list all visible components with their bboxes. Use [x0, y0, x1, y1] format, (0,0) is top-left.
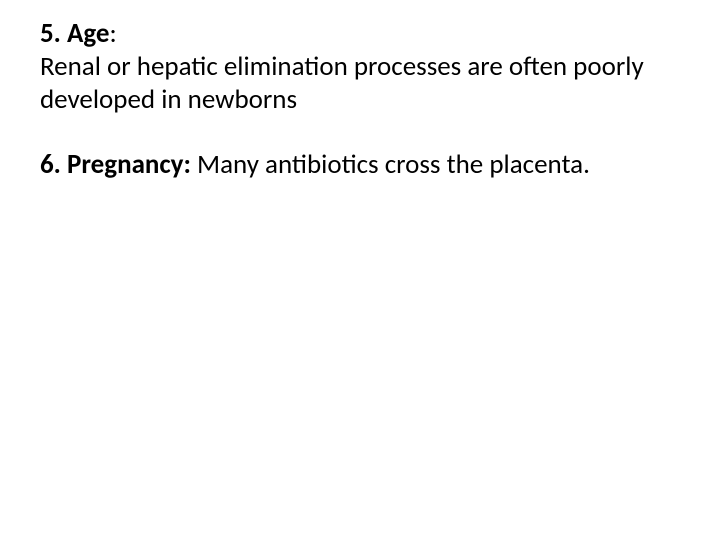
item-age-body: Renal or hepatic elimination processes a…: [40, 50, 644, 116]
item-pregnancy: 6. Pregnancy: Many antibiotics cross the…: [40, 149, 692, 182]
item-age-number: 5.: [40, 17, 61, 50]
slide-body: 5. Age: Renal or hepatic elimination pro…: [0, 0, 720, 553]
spacer: [40, 117, 692, 149]
item-pregnancy-body: Many antibiotics cross the placenta.: [197, 148, 590, 181]
item-pregnancy-heading: Pregnancy:: [67, 148, 191, 181]
item-pregnancy-number: 6.: [40, 148, 61, 181]
item-age: 5. Age: Renal or hepatic elimination pro…: [40, 18, 692, 117]
item-age-heading: Age: [67, 17, 109, 50]
item-age-colon: :: [109, 17, 116, 50]
